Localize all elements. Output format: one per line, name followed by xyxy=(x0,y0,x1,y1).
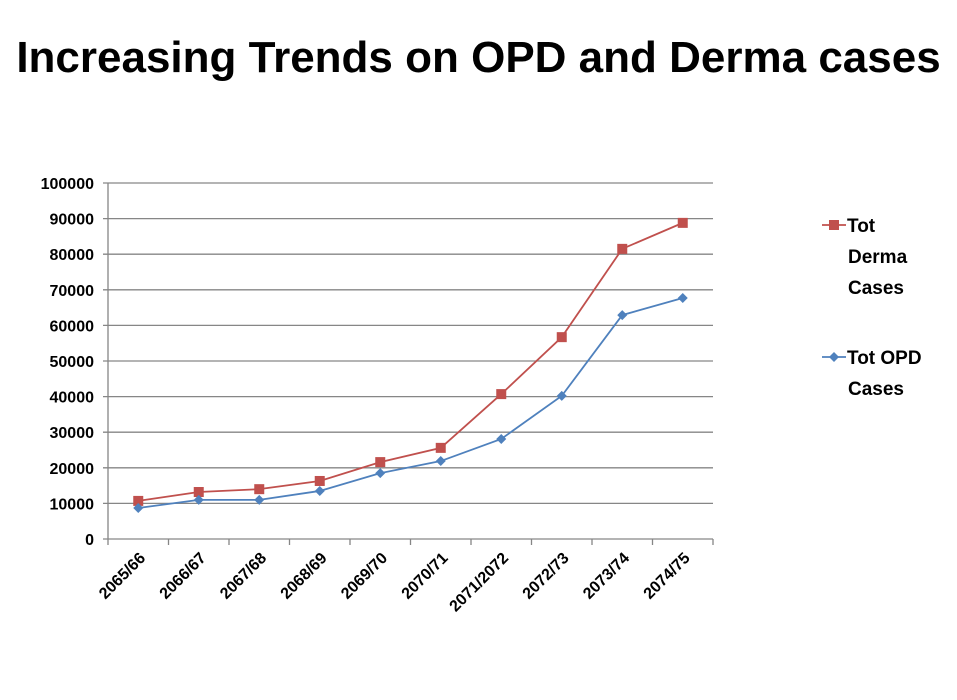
legend-marker xyxy=(829,220,839,230)
x-tick-label: 2071/2072 xyxy=(447,550,513,616)
x-tick-label: 2074/75 xyxy=(641,550,694,603)
y-tick-label: 100000 xyxy=(41,176,94,193)
data-point xyxy=(677,217,688,228)
data-point xyxy=(617,310,628,321)
data-point xyxy=(556,390,567,401)
data-point xyxy=(375,457,386,468)
x-tick-label: 2070/71 xyxy=(399,550,452,603)
legend-marker xyxy=(829,352,839,362)
series-line xyxy=(138,297,683,509)
data-point xyxy=(314,485,325,496)
data-point xyxy=(677,292,688,303)
x-tick-label: 2066/67 xyxy=(157,550,210,603)
chart-title: Increasing Trends on OPD and Derma cases xyxy=(16,33,941,82)
y-tick-label: 70000 xyxy=(50,283,95,300)
y-tick-label: 90000 xyxy=(50,212,95,229)
legend-label: Cases xyxy=(848,278,904,299)
series-line xyxy=(138,222,684,502)
legend-label: Cases xyxy=(848,379,904,400)
data-point xyxy=(496,433,507,444)
x-tick-label: 2072/73 xyxy=(520,550,573,603)
y-tick-label: 30000 xyxy=(50,425,95,442)
x-tick-label: 2065/66 xyxy=(96,550,149,603)
legend-label: Tot OPD xyxy=(847,348,922,369)
y-tick-label: 10000 xyxy=(50,496,95,513)
data-point xyxy=(193,494,204,505)
data-point xyxy=(556,332,567,343)
data-point xyxy=(133,495,144,506)
x-tick-label: 2068/69 xyxy=(278,550,331,603)
x-tick-label: 2069/70 xyxy=(338,550,391,603)
data-point xyxy=(435,442,446,453)
legend-label: Derma xyxy=(848,247,908,268)
data-point xyxy=(314,475,325,486)
y-tick-label: 80000 xyxy=(50,247,95,264)
y-tick-label: 50000 xyxy=(50,354,95,371)
y-tick-label: 20000 xyxy=(50,461,95,478)
data-point xyxy=(133,503,144,514)
y-tick-label: 60000 xyxy=(50,318,95,335)
x-tick-label: 2073/74 xyxy=(580,550,633,603)
data-point xyxy=(254,484,265,495)
data-point xyxy=(435,456,446,467)
data-point xyxy=(254,494,265,505)
data-point xyxy=(375,468,386,479)
x-tick-label: 2067/68 xyxy=(217,550,270,603)
data-point xyxy=(496,389,507,400)
legend-label: Tot xyxy=(847,216,876,237)
y-tick-label: 40000 xyxy=(50,390,95,407)
y-tick-label: 0 xyxy=(85,532,94,549)
data-point xyxy=(193,487,204,498)
data-point xyxy=(617,243,628,254)
